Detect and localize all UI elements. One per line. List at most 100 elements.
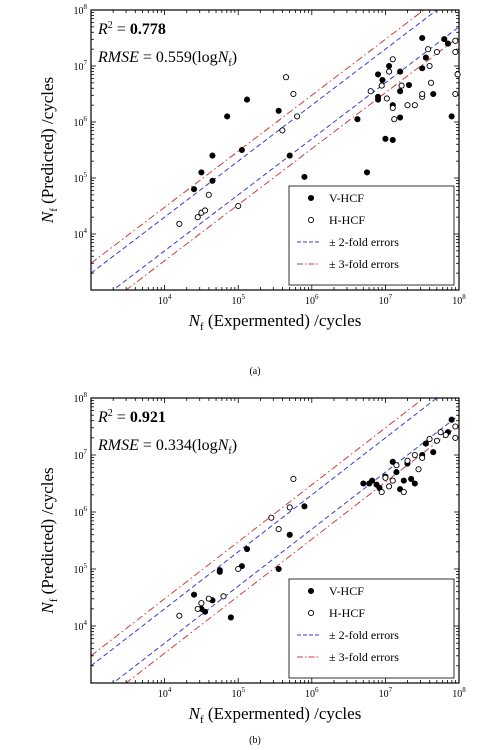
h-hcf-point (367, 88, 374, 95)
h-hcf-point (205, 595, 212, 602)
h-hcf-point (176, 220, 183, 227)
h-hcf-point (383, 95, 390, 102)
h-hcf-point (393, 462, 400, 469)
h-hcf-point (433, 437, 440, 444)
x-tick-label: 107 (379, 293, 393, 307)
legend: V-HCF H-HCF ± 2-fold errors ± 3-fold errors (288, 185, 455, 286)
axis-ticks (90, 397, 460, 684)
legend: V-HCF H-HCF ± 2-fold errors ± 3-fold errors (288, 578, 455, 679)
v-hcf-point (301, 173, 308, 180)
error-lines (91, 10, 459, 290)
h-hcf-point (415, 466, 422, 473)
rmse-label: RMSE = 0.334(logNf) (97, 437, 237, 457)
y-tick-label: 107 (74, 448, 88, 462)
panel-caption: (b) (249, 735, 261, 746)
data-points (176, 416, 459, 621)
v-hcf-point (374, 71, 382, 78)
chart-panel-a: 104 104 105 105 106 106 107 107 108 108 Nf (Experm… (38, 3, 466, 377)
rmse-label: RMSE = 0.559(logNf) (97, 49, 237, 69)
x-tick-label: 106 (305, 686, 319, 700)
h-hcf-point (419, 454, 426, 461)
h-hcf-point (398, 82, 405, 89)
v-hcf-point (444, 40, 452, 47)
h-hcf-point (275, 526, 282, 533)
h-hcf-point (389, 104, 396, 112)
v-hcf-point (243, 546, 251, 553)
h-hcf-point (389, 56, 396, 63)
plot-frame (90, 9, 460, 291)
h-hcf-point (400, 488, 407, 496)
v-hcf-point (379, 76, 386, 84)
v-hcf-point (238, 146, 245, 154)
x-tick-label: 105 (231, 293, 245, 307)
h-hcf-point (382, 474, 389, 481)
v-hcf-point (430, 449, 437, 456)
v-hcf-point (363, 169, 371, 176)
legend-box (288, 185, 455, 286)
h-hcf-point (198, 600, 205, 607)
h-hcf-point (268, 514, 275, 521)
v-hcf-point (382, 135, 389, 142)
x-tick-label: 108 (452, 293, 466, 307)
plot-frame (90, 397, 460, 684)
legend-label: H-HCF (329, 606, 365, 620)
legend-symbol-v-hcf (307, 194, 315, 202)
v-hcf-point (419, 65, 426, 72)
v-hcf-point (190, 591, 198, 598)
h-hcf-point (425, 46, 432, 53)
x-tick-label: 108 (452, 686, 466, 700)
h-hcf-point (452, 48, 459, 56)
h-hcf-point (433, 48, 440, 56)
v-hcf-point (224, 113, 231, 120)
v-hcf-point (408, 475, 415, 482)
v-hcf-point (397, 114, 404, 121)
y-tick-label: 104 (74, 619, 88, 633)
x-tick-label: 104 (158, 293, 172, 307)
h-hcf-point (194, 605, 201, 612)
legend-label: ± 3-fold errors (329, 650, 399, 664)
y-tick-label: 108 (74, 3, 88, 17)
x-tick-label: 105 (231, 686, 245, 700)
v-hcf-point (354, 116, 361, 123)
v-hcf-point (400, 477, 407, 484)
v-hcf-point (397, 68, 404, 75)
legend-symbol-h-hcf (307, 216, 315, 224)
y-tick-label: 108 (74, 391, 88, 405)
h-hcf-point (378, 82, 385, 89)
h-hcf-point (427, 79, 435, 86)
v-hcf-point (275, 565, 282, 573)
v-hcf-point (360, 480, 367, 487)
data-points (176, 34, 461, 227)
y-tick-label: 105 (74, 562, 88, 576)
h-hcf-point (426, 62, 433, 70)
v-hcf-point (389, 136, 396, 143)
v-hcf-point (430, 90, 437, 98)
panel-caption: (a) (249, 366, 260, 377)
legend-box (288, 578, 455, 679)
v-hcf-point (441, 36, 448, 43)
v-hcf-point (301, 503, 308, 510)
v-hcf-point (397, 88, 404, 95)
h-hcf-point (378, 488, 385, 496)
x-axis-title: Nf (Expermented) /cycles (188, 311, 362, 333)
h-hcf-point (411, 102, 418, 109)
x-tick-label: 107 (379, 686, 393, 700)
v-hcf-point (448, 113, 455, 120)
v-hcf-point (374, 96, 382, 103)
legend-symbol-v-hcf (307, 587, 315, 595)
y-tick-label: 106 (74, 115, 88, 129)
x-axis-title: Nf (Expermented) /cycles (188, 704, 362, 726)
h-hcf-point (437, 429, 444, 436)
h-hcf-point (452, 434, 459, 441)
v-hcf-point (422, 54, 429, 61)
y-axis-title: Nf (Predicted) /cycles (38, 467, 60, 614)
h-hcf-point (176, 612, 183, 619)
v-hcf-point (405, 81, 413, 89)
x-tick-label: 106 (305, 293, 319, 307)
h-hcf-point (391, 116, 398, 123)
h-hcf-point (194, 214, 201, 221)
h-hcf-point (294, 113, 301, 120)
v-hcf-point (389, 458, 396, 465)
v-hcf-point (190, 186, 198, 193)
